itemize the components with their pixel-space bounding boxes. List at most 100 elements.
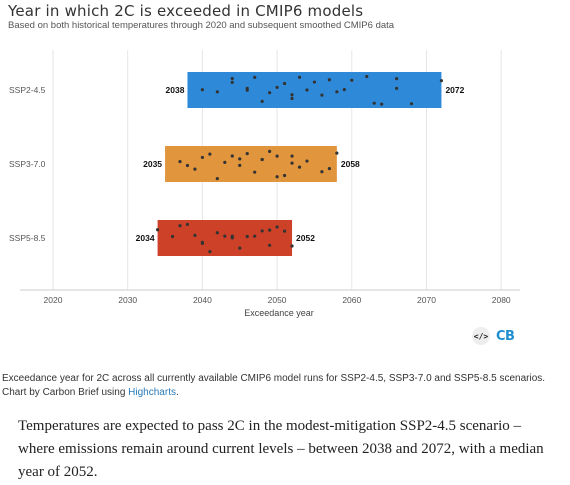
range-low-label: 2038 [166,85,185,95]
model-run-point [215,176,219,181]
model-run-point [290,154,294,158]
model-run-point [282,81,287,86]
model-run-point [275,225,279,229]
model-run-point [275,85,279,89]
model-run-point [320,93,324,97]
model-run-point [178,159,182,164]
model-run-point [312,80,317,84]
model-run-point [245,88,249,92]
range-bar [157,220,293,256]
x-tick-label: 2020 [44,295,63,305]
model-run-point [223,234,227,238]
model-run-point [275,154,279,158]
x-tick-label: 2050 [268,295,287,305]
range-low-label: 2035 [143,159,162,169]
chart-plot: 2020 2030 2040 2050 2060 2070 2080 Exceedance y… [9,50,520,318]
model-run-point [365,74,369,79]
model-run-point [297,165,302,169]
chart-title: Year in which 2C is exceeded in CMIP6 mo… [8,2,364,20]
highcharts-link[interactable]: Highcharts [128,386,176,398]
model-run-point [290,161,294,165]
model-run-point [320,170,324,174]
model-run-point [268,228,272,232]
model-run-point [238,246,242,250]
model-run-point [260,157,264,162]
model-run-point [275,175,279,179]
model-run-point [223,160,227,164]
model-run-point [268,149,272,153]
category-label: SSP3-7.0 [9,159,46,169]
chart-subtitle: Based on both historical temperatures th… [8,20,395,31]
article-paragraph: Temperatures are expected to pass 2C in … [18,418,544,480]
model-run-point [230,234,234,238]
range-high-label: 2052 [296,233,315,243]
model-run-point [170,234,175,239]
range-low-label: 2034 [136,233,155,243]
model-run-point [380,102,384,106]
model-run-point [327,166,331,171]
model-run-point [290,93,294,97]
x-tick-label: 2080 [492,295,511,305]
model-run-point [335,151,339,155]
model-run-point [260,229,264,233]
model-run-point [282,229,287,233]
model-run-point [238,163,242,168]
x-tick-label: 2070 [417,295,436,305]
model-run-point [245,152,249,156]
category-label: SSP5-8.5 [9,233,46,243]
model-run-point [200,240,204,245]
model-run-point [290,244,294,248]
model-run-point [395,77,399,81]
caption-end: . [175,386,179,398]
range-high-label: 2058 [341,159,360,169]
model-run-point [253,170,257,174]
model-run-point [260,99,264,103]
model-run-point [282,173,287,178]
model-run-point [155,228,160,232]
range-bar [165,146,337,182]
caption-text: Exceedance year for 2C across all curren… [2,373,546,398]
model-run-point [305,88,309,92]
embed-code-icon[interactable]: </> [472,327,490,345]
model-run-point [342,88,346,92]
range-bar [187,72,442,108]
model-run-point [230,154,234,158]
carbon-brief-logo[interactable]: CB [496,328,515,344]
chart-caption: Exceedance year for 2C across all curren… [2,372,550,399]
model-run-point [230,76,234,81]
model-run-point [327,78,331,82]
x-tick-label: 2030 [118,295,137,305]
model-run-point [253,234,257,238]
x-axis-title: Exceedance year [244,308,314,318]
model-run-point [305,159,309,163]
model-run-point [297,75,302,79]
model-run-point [193,233,197,237]
model-run-point [268,243,272,247]
model-run-point [253,75,257,79]
model-run-point [215,231,219,235]
range-high-label: 2072 [445,85,464,95]
model-run-point [238,157,242,161]
x-tick-label: 2040 [193,295,212,305]
category-label: SSP2-4.5 [9,85,46,95]
model-run-point [185,222,190,227]
model-run-point [372,101,376,105]
x-tick-label: 2060 [342,295,361,305]
model-run-point [185,163,190,168]
model-run-point [208,250,212,254]
model-run-point [200,155,204,160]
model-run-point [350,78,354,82]
model-run-point [395,86,399,90]
model-run-point [439,79,444,83]
model-run-point [290,96,294,101]
model-run-point [245,234,249,239]
logo-area: </> CB [472,327,515,345]
model-run-point [230,80,234,84]
model-run-point [215,90,219,94]
model-run-point [200,88,204,92]
model-run-point [178,224,182,228]
model-run-point [409,102,414,106]
model-run-point [335,90,339,94]
model-run-point [268,91,272,95]
model-run-point [208,152,212,156]
